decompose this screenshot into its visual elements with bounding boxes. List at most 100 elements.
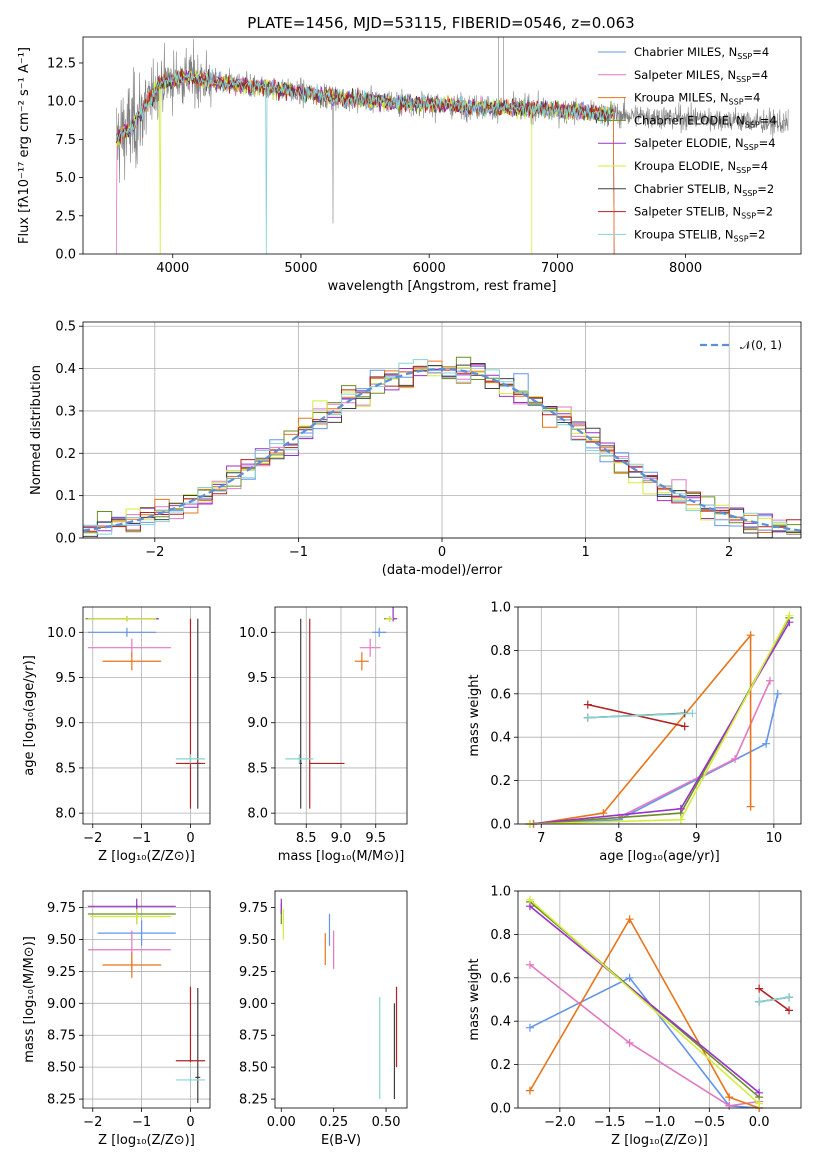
y-tick-label: 8.75 xyxy=(239,1029,268,1044)
plot-frame xyxy=(82,890,211,1109)
plot-frame xyxy=(274,606,408,825)
x-tick-label: 9 xyxy=(692,831,700,846)
y-tick-label: 1.0 xyxy=(490,885,511,900)
chart-title: PLATE=1456, MJD=53115, FIBERID=0546, z=0… xyxy=(247,14,634,32)
x-tick-label: −1 xyxy=(289,545,308,560)
y-tick-label: 9.75 xyxy=(47,901,76,916)
x-axis-label: Z [log₁₀(Z/Z⊙)] xyxy=(98,1133,195,1148)
x-tick-label: 0 xyxy=(186,1115,194,1130)
y-tick-label: 0.2 xyxy=(55,447,76,462)
y-tick-label: 9.5 xyxy=(247,671,268,686)
y-tick-label: 0.4 xyxy=(490,1015,511,1030)
y-tick-label: 8.25 xyxy=(47,1093,76,1108)
plot-frame xyxy=(82,36,802,255)
x-axis-label: age [log₁₀(age/yr)] xyxy=(599,849,720,864)
y-tick-label: 5.0 xyxy=(55,171,76,186)
x-tick-label: 0 xyxy=(438,545,446,560)
x-tick-label: 0 xyxy=(186,831,194,846)
y-tick-label: 12.5 xyxy=(47,56,76,71)
y-tick-label: 8.25 xyxy=(239,1093,268,1108)
series-marker-kroupa_stelib xyxy=(755,997,764,1006)
x-tick-label: 5000 xyxy=(284,261,317,276)
grid-lines xyxy=(275,607,407,824)
x-tick-label: −1.5 xyxy=(594,1115,626,1130)
series-marker-chabrier_miles xyxy=(625,973,634,982)
y-tick-label: 0.5 xyxy=(55,320,76,335)
x-tick-label: −2 xyxy=(83,831,102,846)
y-tick-label: 0.1 xyxy=(55,489,76,504)
x-axis-label: E(B-V) xyxy=(321,1133,361,1148)
x-tick-label: −2 xyxy=(145,545,164,560)
y-tick-label: 0.4 xyxy=(55,362,76,377)
residuals-panel: −2 −1 0 1 2 0.0 0.1 0.2 0.3 0.4 0.5 (data-model)/er… xyxy=(29,320,802,578)
age_vs_Z-panel: −2 −1 0 8.0 8.5 9.0 9.5 10.0 Z [log₁₀(Z/Z⊙)] age … xyxy=(22,606,211,864)
y-tick-label: 8.50 xyxy=(47,1061,76,1076)
x-tick-label: 8000 xyxy=(669,261,702,276)
y-axis-label: Flux [fλ10⁻¹⁷ erg cm⁻² s⁻¹ A⁻¹] xyxy=(17,47,32,244)
y-tick-label: 9.00 xyxy=(47,997,76,1012)
series-line-kroupa_elodie xyxy=(529,899,760,1105)
series-marker-kroupa_miles xyxy=(525,1086,534,1095)
mass_vs_Z-panel: −2 −1 0 8.25 8.50 8.75 9.00 9.25 9.50 9.75 Z [log₁… xyxy=(22,890,211,1148)
x-tick-label: 8 xyxy=(615,831,623,846)
legend: Chabrier MILES, NSSP=4 Salpeter MILES, NS… xyxy=(598,45,777,243)
y-tick-label: 8.5 xyxy=(247,761,268,776)
x-axis-label: (data-model)/error xyxy=(382,563,503,578)
plot-frame xyxy=(82,606,211,825)
y-tick-label: 10.0 xyxy=(47,626,76,641)
x-tick-label: 7000 xyxy=(541,261,574,276)
series-marker-kroupa_miles xyxy=(746,631,755,640)
y-tick-label: 0.8 xyxy=(490,644,511,659)
series-marker-salpeter_miles xyxy=(725,1101,734,1110)
y-tick-label: 0.0 xyxy=(490,818,511,833)
series-marker-salpeter_miles xyxy=(765,676,774,685)
normal-curve xyxy=(82,367,802,532)
y-tick-label: 9.25 xyxy=(47,965,76,980)
series-marker-kroupa_miles xyxy=(625,915,634,924)
plot-frame xyxy=(517,890,802,1109)
series-marker-salpeter_miles xyxy=(625,1038,634,1047)
x-tick-label: −1 xyxy=(132,1115,151,1130)
y-tick-label: 0.6 xyxy=(490,971,511,986)
x-tick-label: −1 xyxy=(132,831,151,846)
legend-label: Chabrier ELODIE, NSSP=4 xyxy=(634,113,777,129)
y-axis-label: age [log₁₀(age/yr)] xyxy=(22,655,37,776)
legend-label: Kroupa MILES, NSSP=4 xyxy=(634,91,760,107)
series-line-kroupa_stelib xyxy=(758,996,790,1003)
x-axis-label: Z [log₁₀(Z/Z⊙)] xyxy=(611,1133,708,1148)
y-tick-label: 0.0 xyxy=(55,532,76,547)
series-line-salpeter_miles xyxy=(529,964,760,1107)
x-tick-label: 0.25 xyxy=(319,1115,348,1130)
x-tick-label: 0.00 xyxy=(267,1115,296,1130)
x-tick-label: 6000 xyxy=(413,261,446,276)
y-tick-label: 0.2 xyxy=(490,774,511,789)
y-tick-label: 0.8 xyxy=(490,928,511,943)
series-line-chabrier_miles xyxy=(533,693,779,824)
legend-label: 𝒩(0, 1) xyxy=(740,338,782,352)
y-tick-label: 9.75 xyxy=(239,901,268,916)
series-marker-salpeter_elodie xyxy=(676,804,685,813)
y-tick-label: 8.75 xyxy=(47,1029,76,1044)
series-marker-kroupa_elodie xyxy=(676,815,685,824)
plot-frame xyxy=(274,890,408,1109)
y-axis-label: mass weight xyxy=(467,958,482,1040)
x-tick-label: 0.0 xyxy=(749,1115,770,1130)
y-tick-label: 0.2 xyxy=(490,1058,511,1073)
x-axis-label: wavelength [Angstrom, rest frame] xyxy=(328,279,557,294)
plot-frame xyxy=(517,606,802,825)
model-line-kroupa_stelib xyxy=(115,69,614,254)
y-tick-label: 9.5 xyxy=(55,671,76,686)
x-tick-label: 10 xyxy=(766,831,783,846)
x-tick-label: 9.5 xyxy=(365,831,386,846)
series-marker-kroupa_elodie xyxy=(525,895,534,904)
series-line-kroupa_miles xyxy=(529,917,760,1108)
histogram-kroupa_stelib xyxy=(83,359,801,535)
series-marker-kroupa_elodie xyxy=(755,1099,764,1108)
series-marker-salpeter_stelib xyxy=(680,722,689,731)
series-marker-kroupa_stelib xyxy=(785,993,794,1002)
grid-lines xyxy=(518,606,801,825)
y-tick-label: 9.00 xyxy=(239,997,268,1012)
x-tick-label: 2 xyxy=(725,545,733,560)
x-tick-label: −0.5 xyxy=(694,1115,726,1130)
y-tick-label: 8.0 xyxy=(247,807,268,822)
